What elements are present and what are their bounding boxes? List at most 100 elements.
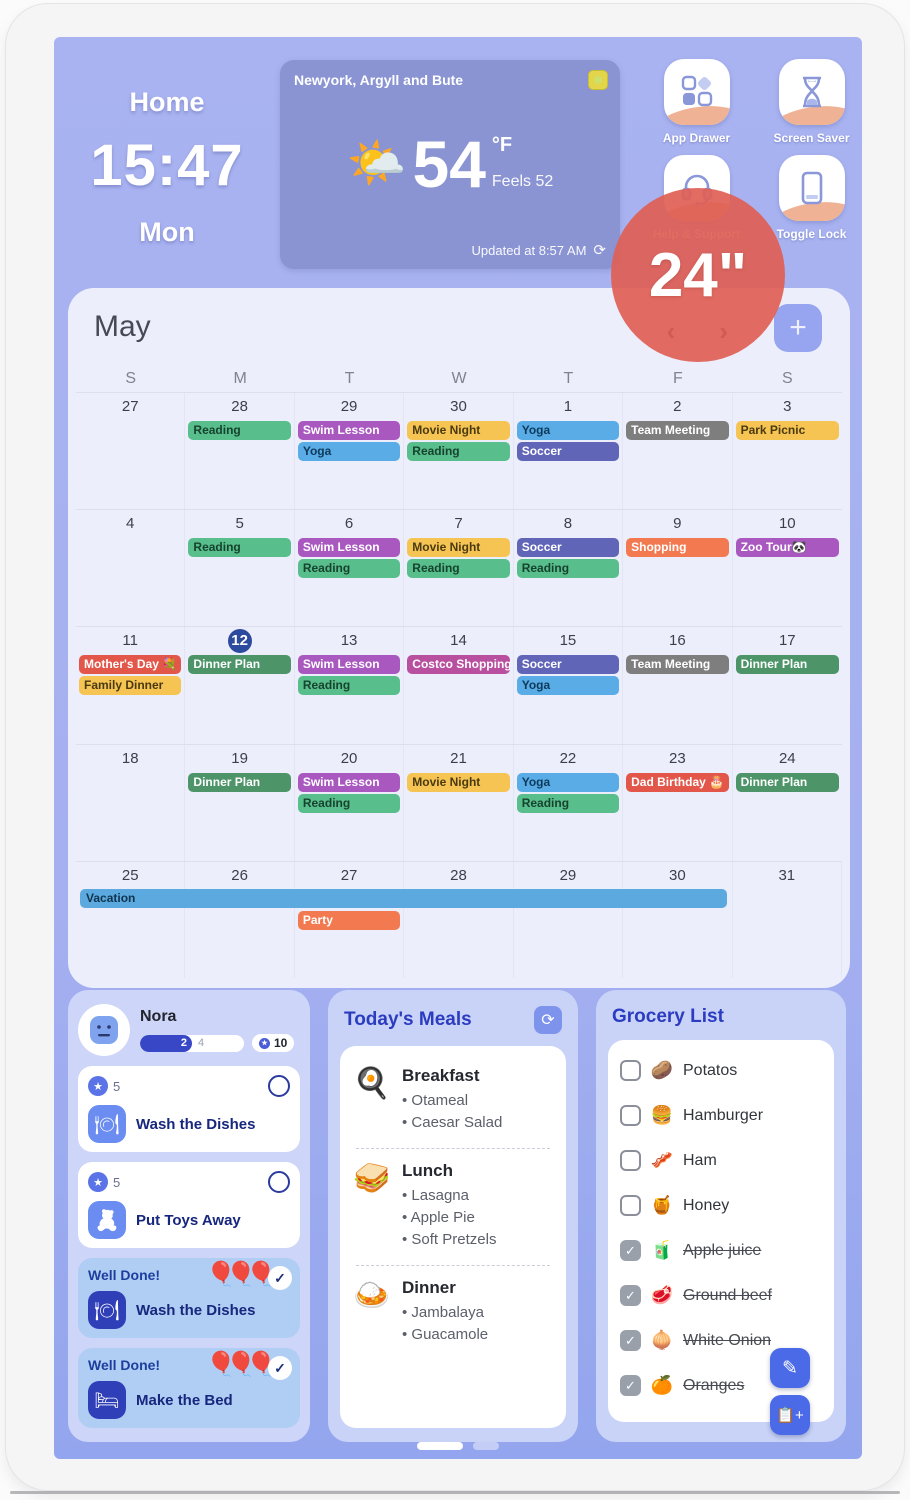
avatar[interactable] [78,1004,130,1056]
calendar-day-cell[interactable]: 15 Soccer Yoga [514,627,624,744]
calendar-event[interactable]: Shopping [626,538,729,558]
calendar-event[interactable]: Swim Lesson [297,772,401,792]
calendar-event[interactable]: Reading [188,421,291,440]
calendar-event[interactable]: Dad Birthday 🎂 [626,772,729,792]
calendar-event[interactable]: Reading [297,793,401,813]
calendar-day-cell[interactable]: 4 [76,510,186,627]
calendar-event[interactable]: Yoga [516,772,620,792]
grocery-checkbox[interactable]: ✓ [620,1285,641,1306]
calendar-event[interactable]: Mother's Day 💐 [79,655,182,675]
calendar-day-cell[interactable]: 8 Soccer Reading [514,510,624,627]
calendar-event[interactable]: Swim Lesson [297,421,401,440]
calendar-event[interactable]: Reading [407,442,510,461]
calendar-event[interactable]: Reading [516,793,620,813]
calendar-event[interactable]: Reading [297,559,401,579]
calendar-event[interactable]: Costco Shopping [407,655,510,675]
shortcut-screen-saver[interactable]: Screen Saver [761,59,862,145]
task-checkbox[interactable] [268,1075,290,1097]
app-drawer-icon[interactable] [663,59,730,125]
calendar-day-cell[interactable]: 11 Mother's Day 💐 Family Dinner [76,627,186,744]
calendar-event[interactable]: Movie Night [407,421,510,440]
calendar-day-cell[interactable]: 29 [514,861,624,978]
calendar-day-cell[interactable]: 2 Team Meeting [623,393,733,510]
calendar-event[interactable]: Team Meeting [626,421,729,440]
calendar-day-cell[interactable]: 20 Swim Lesson Reading [295,744,405,861]
calendar-event[interactable]: Swim Lesson [297,655,401,675]
calendar-event[interactable]: Party [297,910,401,930]
calendar-event[interactable]: Dinner Plan [188,655,291,675]
edit-list-button[interactable]: ✎ [770,1348,810,1388]
calendar-event[interactable]: Reading [188,538,291,558]
task-checkbox[interactable] [268,1171,290,1193]
calendar-event[interactable]: Family Dinner [79,676,182,696]
calendar-event[interactable]: Dinner Plan [735,655,839,675]
add-to-list-button[interactable]: 📋+ [770,1395,810,1435]
calendar-day-cell[interactable]: 27 Party [295,861,405,978]
calendar-day-cell[interactable]: 24 Dinner Plan [733,745,842,861]
calendar-event[interactable]: Reading [297,676,401,696]
calendar-day-cell[interactable]: 18 [76,744,186,861]
grocery-checkbox[interactable] [620,1195,641,1216]
hourglass-icon[interactable] [778,59,845,125]
calendar-day-cell[interactable]: 6 Swim Lesson Reading [295,510,405,627]
calendar-event[interactable]: Dinner Plan [735,772,839,792]
calendar-day-cell[interactable]: 9 Shopping [623,510,733,627]
calendar-day-cell[interactable]: 28 Reading [185,393,295,510]
tablet-lock-icon[interactable] [778,155,845,221]
calendar-event[interactable]: Reading [516,559,620,579]
calendar-event[interactable]: Park Picnic [735,421,839,440]
completed-check-icon[interactable]: ✓ [268,1356,292,1380]
calendar-day-cell[interactable]: 30 [623,861,733,978]
calendar-day-cell[interactable]: 21 Movie Night [404,744,514,861]
calendar-day-cell[interactable]: 16 Team Meeting [623,627,733,744]
calendar-add-event-button[interactable]: + [774,304,822,352]
grocery-checkbox[interactable] [620,1060,641,1081]
page-dot-active[interactable] [417,1442,463,1450]
grocery-checkbox[interactable]: ✓ [620,1240,641,1261]
calendar-day-cell[interactable]: 12 Dinner Plan [185,627,295,744]
calendar-event[interactable]: Soccer [516,655,620,675]
calendar-day-cell[interactable]: 5 Reading [185,510,295,627]
grocery-checkbox[interactable] [620,1105,641,1126]
calendar-event[interactable]: Dinner Plan [188,772,291,792]
calendar-event[interactable]: Movie Night [407,772,510,792]
calendar-day-cell[interactable]: 23 Dad Birthday 🎂 [623,744,733,861]
calendar-day-cell[interactable]: 29 Swim Lesson Yoga [295,393,405,510]
grocery-checkbox[interactable] [620,1150,641,1171]
calendar-day-cell[interactable]: 25 [76,861,186,978]
calendar-event[interactable]: Yoga [516,676,620,696]
calendar-day-cell[interactable]: 14 Costco Shopping [404,627,514,744]
calendar-day-cell[interactable]: 7 Movie Night Reading [404,510,514,627]
calendar-event[interactable]: Yoga [516,421,620,440]
calendar-day-cell[interactable]: 30 Movie Night Reading [404,393,514,510]
calendar-event[interactable]: Reading [407,559,510,579]
weather-widget[interactable]: Newyork, Argyll and Bute 🌤️ 54 °F Feels … [280,60,620,269]
page-dot-inactive[interactable] [473,1442,499,1450]
calendar-event[interactable]: Movie Night [407,538,510,558]
calendar-day-cell[interactable]: 1 Yoga Soccer [514,393,624,510]
meals-refresh-button[interactable]: ⟳ [534,1006,562,1034]
grocery-checkbox[interactable]: ✓ [620,1330,641,1351]
calendar-event-vacation[interactable]: Vacation [80,888,727,908]
shortcut-toggle-lock[interactable]: Toggle Lock [761,155,862,241]
calendar-day-cell[interactable]: 22 Yoga Reading [514,744,624,861]
shortcut-app-drawer[interactable]: App Drawer [646,59,747,145]
calendar-event[interactable]: Zoo Tour🐼 [735,538,839,558]
calendar-event[interactable]: Team Meeting [626,655,729,675]
completed-check-icon[interactable]: ✓ [268,1266,292,1290]
calendar-event[interactable]: Yoga [297,442,401,461]
calendar-day-cell[interactable]: 27 [76,393,186,510]
calendar-day-cell[interactable]: 28 [404,861,514,978]
weather-refresh-icon[interactable]: ⟳ [593,242,606,259]
calendar-event[interactable]: Soccer [516,538,620,558]
calendar-day-cell[interactable]: 19 Dinner Plan [185,744,295,861]
grocery-checkbox[interactable]: ✓ [620,1375,641,1396]
calendar-day-cell[interactable]: 13 Swim Lesson Reading [295,627,405,744]
calendar-event[interactable]: Soccer [516,442,620,461]
calendar-day-cell[interactable]: 17 Dinner Plan [733,627,842,743]
calendar-day-cell[interactable]: 10 Zoo Tour🐼 [733,510,842,626]
calendar-day-cell[interactable]: 26 [185,861,295,978]
calendar-day-cell[interactable]: 31 [733,861,842,978]
calendar-event[interactable]: Swim Lesson [297,538,401,558]
calendar-day-cell[interactable]: 3 Park Picnic [733,393,842,509]
